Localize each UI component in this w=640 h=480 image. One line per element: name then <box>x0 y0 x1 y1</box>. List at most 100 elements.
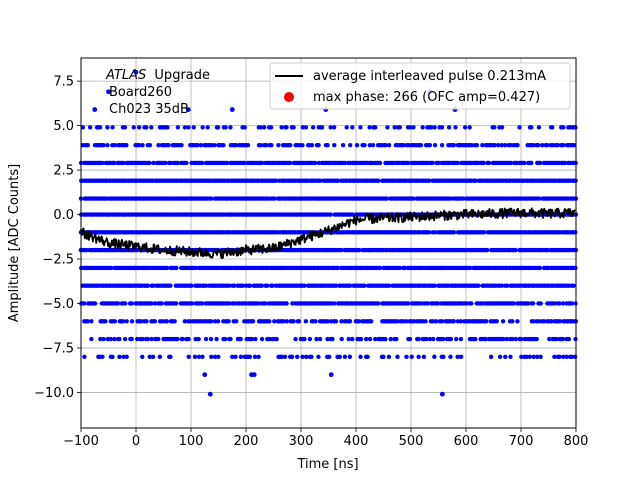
scatter-point <box>531 354 536 360</box>
scatter-point <box>492 125 497 130</box>
scatter-point <box>367 125 372 130</box>
scatter-point <box>226 301 232 306</box>
scatter-point <box>485 247 490 253</box>
scatter-point <box>373 336 378 342</box>
scatter-point <box>152 319 158 324</box>
scatter-point <box>124 354 129 360</box>
scatter-point <box>330 336 335 342</box>
scatter-point <box>554 336 559 342</box>
y-tick-label: −2.5 <box>42 253 74 268</box>
scatter-point <box>424 336 429 342</box>
scatter-point-outlier <box>92 107 98 112</box>
scatter-point <box>247 354 253 360</box>
scatter-point <box>109 265 114 271</box>
scatter-point-outlier <box>207 391 213 397</box>
scatter-point <box>84 247 89 253</box>
scatter-point <box>189 301 195 306</box>
scatter-point <box>347 354 353 360</box>
scatter-point <box>281 319 286 324</box>
x-tick-label: 800 <box>564 434 589 449</box>
scatter-point <box>499 125 505 130</box>
scatter-point <box>174 265 179 271</box>
scatter-point <box>416 336 421 342</box>
scatter-point <box>267 319 272 324</box>
scatter-point-outlier <box>202 372 208 378</box>
scatter-point <box>112 319 118 324</box>
scatter-point <box>300 354 305 360</box>
scatter-point <box>238 354 244 360</box>
scatter-point <box>259 336 265 342</box>
scatter-point <box>381 354 386 360</box>
scatter-point <box>122 336 128 342</box>
scatter-point <box>287 160 293 166</box>
scatter-point <box>196 336 201 342</box>
scatter-point <box>358 354 363 360</box>
x-tick-label: 0 <box>132 434 140 449</box>
scatter-point <box>536 196 542 201</box>
scatter-point <box>284 301 289 306</box>
scatter-point <box>180 336 185 342</box>
scatter-point <box>431 336 436 342</box>
scatter-point <box>256 354 261 360</box>
scatter-point <box>226 319 231 324</box>
scatter-point <box>164 265 170 271</box>
scatter-point <box>291 319 296 324</box>
scatter-point <box>129 319 135 324</box>
scatter-point <box>448 354 453 360</box>
scatter-point <box>513 336 518 342</box>
scatter-point <box>228 336 233 342</box>
scatter-point <box>310 125 316 130</box>
scatter-point <box>196 354 202 360</box>
scatter-point <box>199 301 205 306</box>
scatter-point <box>314 336 319 342</box>
scatter-point <box>517 125 522 130</box>
scatter-point <box>411 125 416 130</box>
scatter-point <box>416 354 421 360</box>
scatter-point <box>529 125 534 130</box>
scatter-point <box>569 354 574 360</box>
scatter-point <box>302 336 307 342</box>
scatter-point <box>357 247 362 253</box>
legend-marker-swatch <box>284 92 294 102</box>
scatter-point <box>316 160 322 166</box>
scatter-point <box>454 336 459 342</box>
scatter-point <box>234 319 239 324</box>
scatter-point <box>513 247 518 253</box>
scatter-point <box>395 319 401 324</box>
scatter-point <box>145 336 151 342</box>
scatter-point <box>432 283 437 288</box>
scatter-point <box>402 265 408 271</box>
scatter-point <box>538 354 543 360</box>
scatter-point <box>216 354 221 360</box>
scatter-point <box>511 301 516 306</box>
scatter-point <box>284 319 290 324</box>
scatter-point <box>432 354 437 360</box>
scatter-point <box>376 301 381 306</box>
scatter-point <box>332 142 337 148</box>
scatter-point <box>100 160 105 166</box>
scatter-point <box>340 142 346 148</box>
scatter-point <box>117 336 122 342</box>
scatter-point <box>407 336 413 342</box>
scatter-point <box>552 354 557 360</box>
scatter-point <box>151 283 156 288</box>
scatter-point <box>397 265 402 271</box>
scatter-point <box>473 178 478 183</box>
scatter-point <box>163 160 168 166</box>
scatter-point <box>270 283 275 288</box>
scatter-point <box>536 319 542 324</box>
scatter-point <box>423 319 428 324</box>
scatter-point <box>462 125 468 130</box>
scatter-point <box>261 125 267 130</box>
scatter-point <box>256 301 262 306</box>
scatter-point <box>326 354 332 360</box>
scatter-point <box>446 125 452 130</box>
scatter-point <box>282 354 288 360</box>
scatter-point <box>300 142 305 148</box>
scatter-point <box>209 142 214 148</box>
scatter-point <box>316 142 321 148</box>
scatter-point <box>100 354 105 360</box>
svg-text:ATLAS Upgrade: ATLAS Upgrade <box>105 68 210 83</box>
scatter-point <box>186 125 191 130</box>
scatter-point <box>214 336 219 342</box>
